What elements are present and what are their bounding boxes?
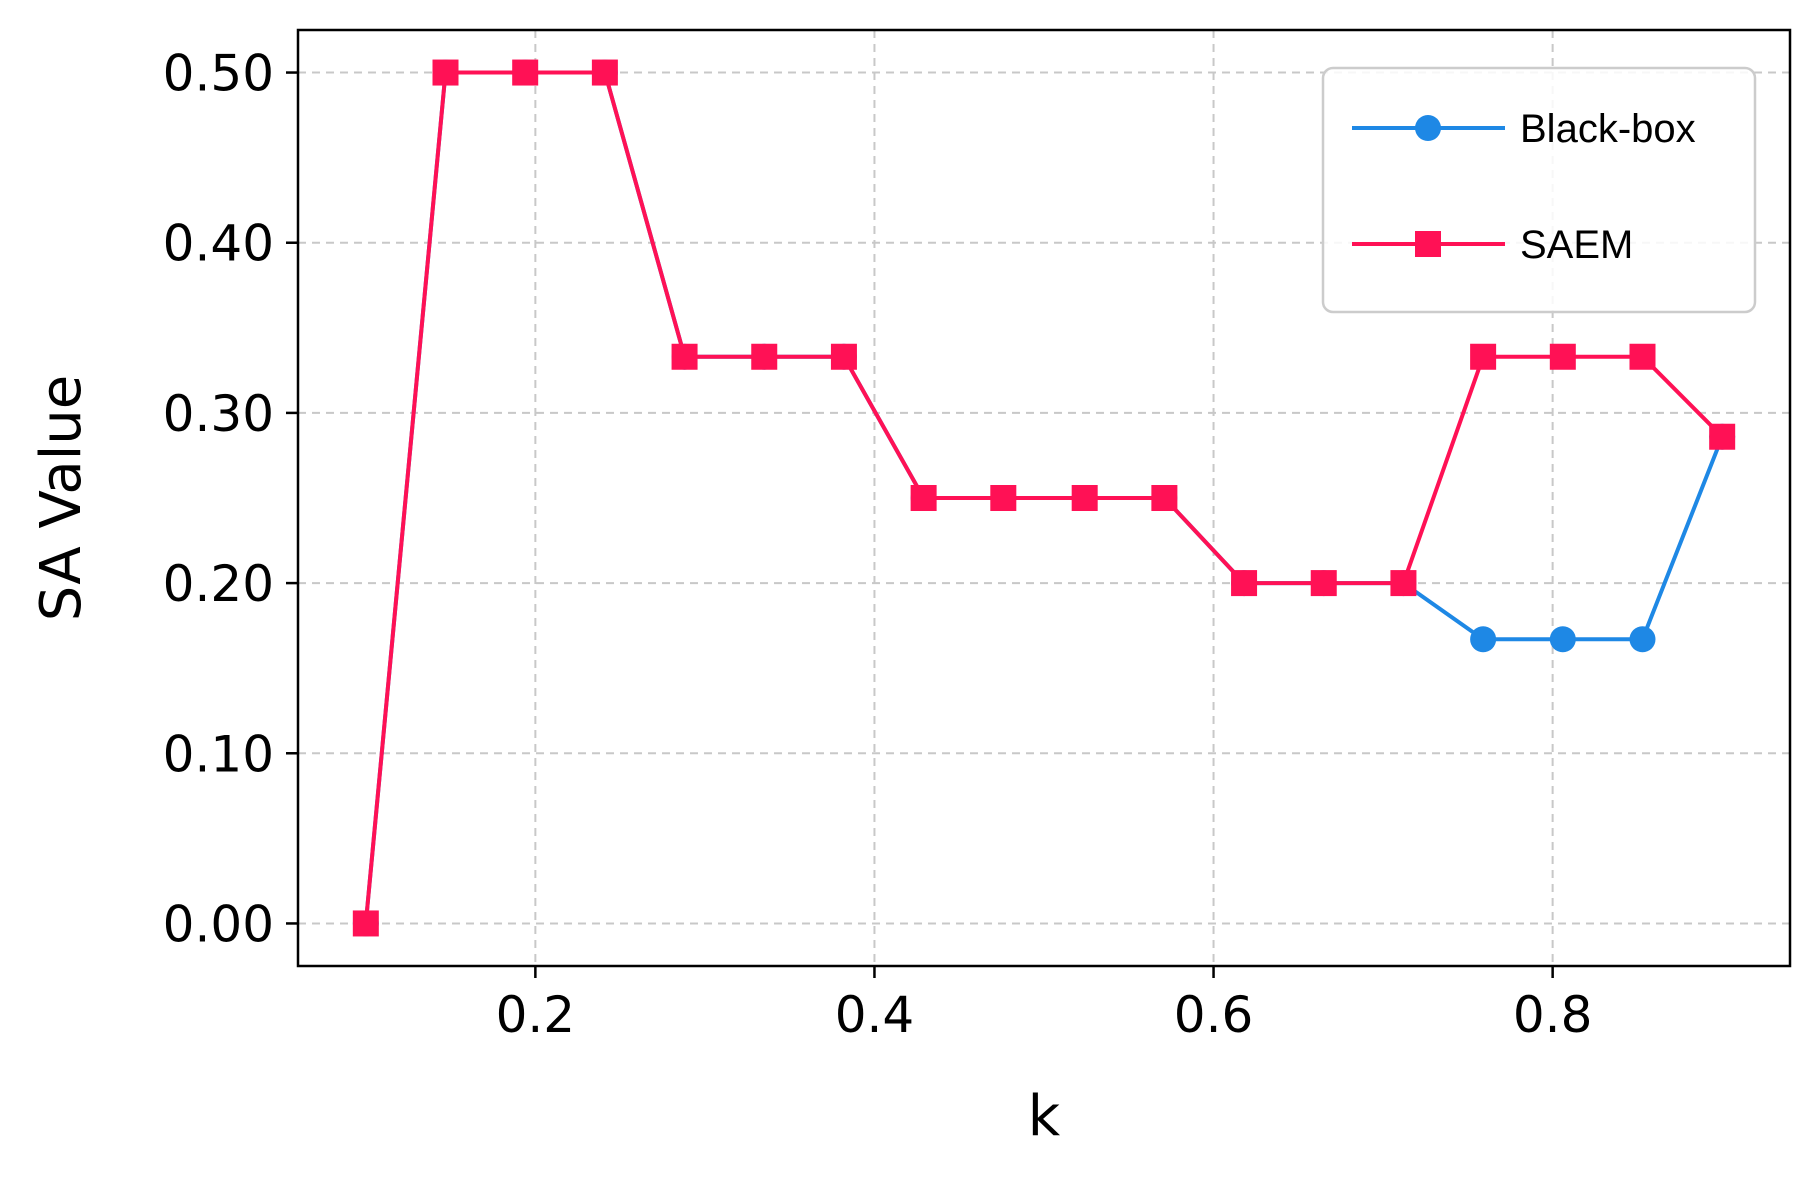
x-tick-label: 0.6: [1174, 986, 1254, 1044]
y-tick-label: 0.30: [163, 385, 274, 443]
data-point: [1629, 626, 1656, 653]
data-point: [910, 485, 937, 511]
data-point: [1151, 485, 1178, 511]
y-tick-label: 0.20: [163, 555, 274, 613]
series-layer: [352, 59, 1736, 937]
data-point: [830, 343, 857, 370]
data-point: [751, 343, 778, 370]
y-tick-label: 0.10: [163, 725, 274, 783]
x-tick-label: 0.8: [1513, 986, 1593, 1044]
series-line: [363, 70, 1724, 924]
y-tick-label: 0.40: [163, 215, 274, 273]
y-axis-ticks: 0.00 0.10 0.20 0.30 0.40 0.50: [163, 45, 298, 953]
legend-entry: SAEM: [1352, 223, 1633, 267]
data-point: [1390, 570, 1417, 597]
data-point: [1709, 423, 1736, 450]
legend-marker: [1415, 231, 1441, 257]
data-point: [990, 485, 1017, 511]
legend-entry: Black-box: [1352, 107, 1696, 151]
legend-label: Black-box: [1520, 107, 1696, 151]
legend-box: [1321, 66, 1757, 314]
data-point: [1549, 626, 1576, 653]
data-point: [1470, 343, 1497, 370]
legend: Black-box SAEM: [1321, 66, 1757, 314]
x-axis-label: k: [1028, 1084, 1061, 1149]
series-saem: [352, 59, 1736, 937]
y-tick-label: 0.00: [163, 895, 274, 953]
legend-label: SAEM: [1520, 223, 1633, 267]
data-point: [352, 910, 379, 937]
data-point: [591, 59, 618, 86]
data-point: [1310, 570, 1337, 597]
x-tick-label: 0.4: [835, 986, 915, 1044]
data-point: [1231, 570, 1258, 597]
data-point: [1071, 485, 1098, 511]
y-tick-label: 0.50: [163, 45, 274, 103]
data-point: [1629, 343, 1656, 370]
data-point: [1470, 626, 1497, 653]
legend-marker: [1415, 115, 1441, 141]
data-point: [1549, 343, 1576, 370]
data-point: [432, 59, 459, 86]
x-axis-ticks: 0.2 0.4 0.6 0.8: [496, 966, 1593, 1044]
x-tick-label: 0.2: [496, 986, 576, 1044]
plot-frame: [296, 28, 1792, 968]
data-point: [671, 343, 698, 370]
y-axis-label: SA Value: [29, 375, 94, 621]
data-point: [512, 59, 539, 86]
